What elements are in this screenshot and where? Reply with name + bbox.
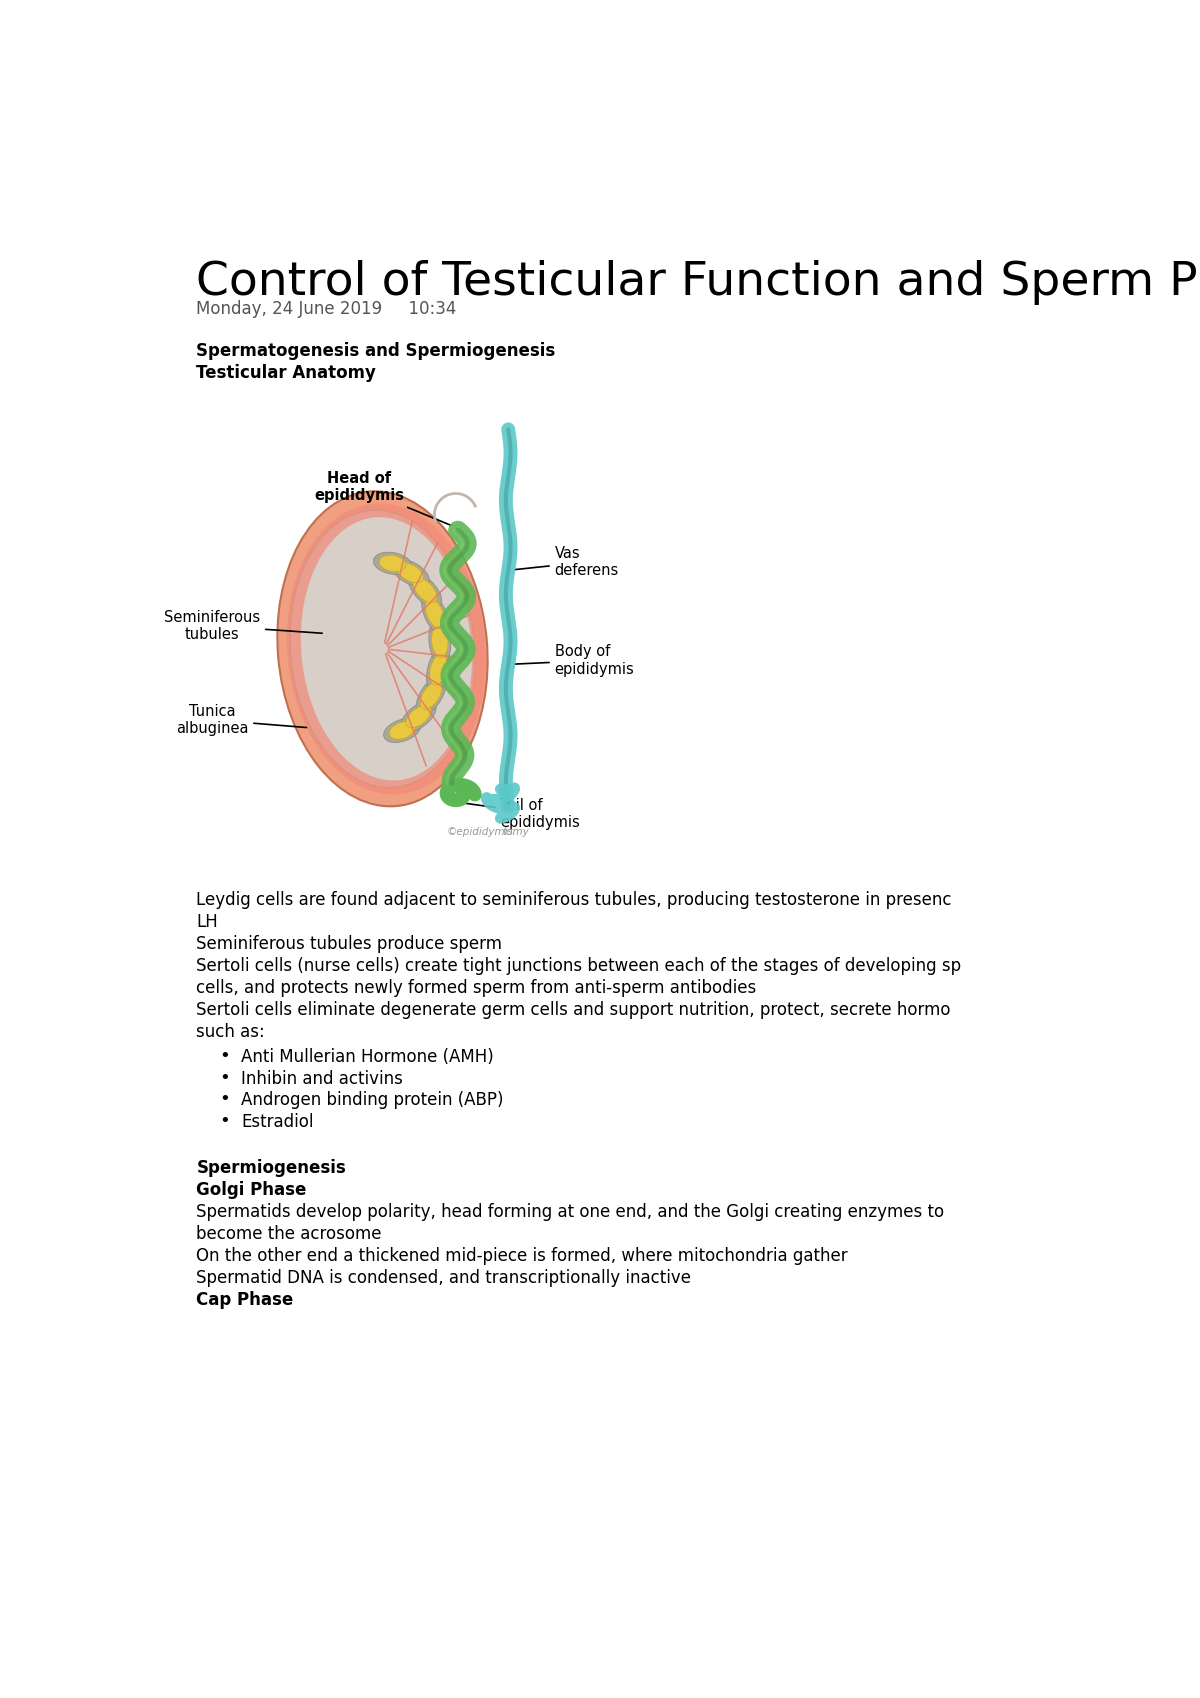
Text: tomy: tomy — [502, 827, 529, 837]
Ellipse shape — [425, 599, 445, 628]
Text: become the acrosome: become the acrosome — [197, 1224, 382, 1243]
Text: Spermatid DNA is condensed, and transcriptionally inactive: Spermatid DNA is condensed, and transcri… — [197, 1268, 691, 1287]
Ellipse shape — [413, 577, 437, 603]
Text: •: • — [220, 1048, 230, 1065]
Ellipse shape — [379, 555, 406, 572]
Ellipse shape — [397, 562, 424, 582]
Text: Sertoli cells eliminate degenerate germ cells and support nutrition, protect, se: Sertoli cells eliminate degenerate germ … — [197, 1002, 952, 1019]
Text: Control of Testicular Function and Sperm Physiolog: Control of Testicular Function and Sperm… — [197, 260, 1200, 306]
Text: Spermatogenesis and Spermiogenesis: Spermatogenesis and Spermiogenesis — [197, 343, 556, 360]
Text: On the other end a thickened mid-piece is formed, where mitochondria gather: On the other end a thickened mid-piece i… — [197, 1246, 848, 1265]
Text: cells, and protects newly formed sperm from anti-sperm antibodies: cells, and protects newly formed sperm f… — [197, 980, 757, 997]
Text: Tunica
albuginea: Tunica albuginea — [175, 703, 306, 735]
Ellipse shape — [290, 509, 475, 788]
Text: Seminiferous tubules produce sperm: Seminiferous tubules produce sperm — [197, 936, 503, 953]
Ellipse shape — [420, 683, 442, 710]
Text: Vas
deferens: Vas deferens — [515, 545, 619, 579]
Ellipse shape — [406, 705, 431, 727]
Text: Head of
epididymis: Head of epididymis — [314, 470, 451, 525]
Text: Leydig cells are found adjacent to seminiferous tubules, producing testosterone : Leydig cells are found adjacent to semin… — [197, 891, 952, 910]
Text: LH: LH — [197, 914, 218, 931]
Ellipse shape — [426, 647, 450, 691]
Text: Sertoli cells (nurse cells) create tight junctions between each of the stages of: Sertoli cells (nurse cells) create tight… — [197, 958, 961, 975]
Text: Golgi Phase: Golgi Phase — [197, 1180, 307, 1199]
Ellipse shape — [430, 654, 448, 684]
Text: Spermiogenesis: Spermiogenesis — [197, 1160, 347, 1177]
Text: Monday, 24 June 2019     10:34: Monday, 24 June 2019 10:34 — [197, 301, 457, 318]
Text: Inhibin and activins: Inhibin and activins — [241, 1070, 403, 1088]
Ellipse shape — [389, 722, 415, 739]
Text: Spermatids develop polarity, head forming at one end, and the Golgi creating enz: Spermatids develop polarity, head formin… — [197, 1202, 944, 1221]
Ellipse shape — [432, 625, 448, 657]
Text: Seminiferous
tubules: Seminiferous tubules — [164, 610, 322, 642]
Ellipse shape — [408, 572, 442, 608]
Text: Estradiol: Estradiol — [241, 1112, 314, 1131]
Ellipse shape — [416, 676, 446, 715]
Ellipse shape — [391, 559, 430, 586]
Text: Tail of
epididymis: Tail of epididymis — [461, 798, 581, 830]
Ellipse shape — [277, 491, 487, 807]
Ellipse shape — [428, 618, 451, 664]
Text: •: • — [220, 1090, 230, 1109]
Ellipse shape — [421, 593, 449, 635]
Text: Anti Mullerian Hormone (AMH): Anti Mullerian Hormone (AMH) — [241, 1048, 494, 1066]
Text: •: • — [220, 1068, 230, 1087]
Text: Body of
epididymis: Body of epididymis — [515, 644, 635, 676]
Text: such as:: such as: — [197, 1022, 265, 1041]
Text: ©epididymis: ©epididymis — [446, 827, 514, 837]
Text: Testicular Anatomy: Testicular Anatomy — [197, 363, 377, 382]
Ellipse shape — [384, 718, 421, 742]
Ellipse shape — [401, 701, 436, 732]
Text: •: • — [220, 1112, 230, 1129]
Text: Androgen binding protein (ABP): Androgen binding protein (ABP) — [241, 1092, 504, 1109]
Text: Cap Phase: Cap Phase — [197, 1290, 294, 1309]
Ellipse shape — [373, 552, 412, 574]
